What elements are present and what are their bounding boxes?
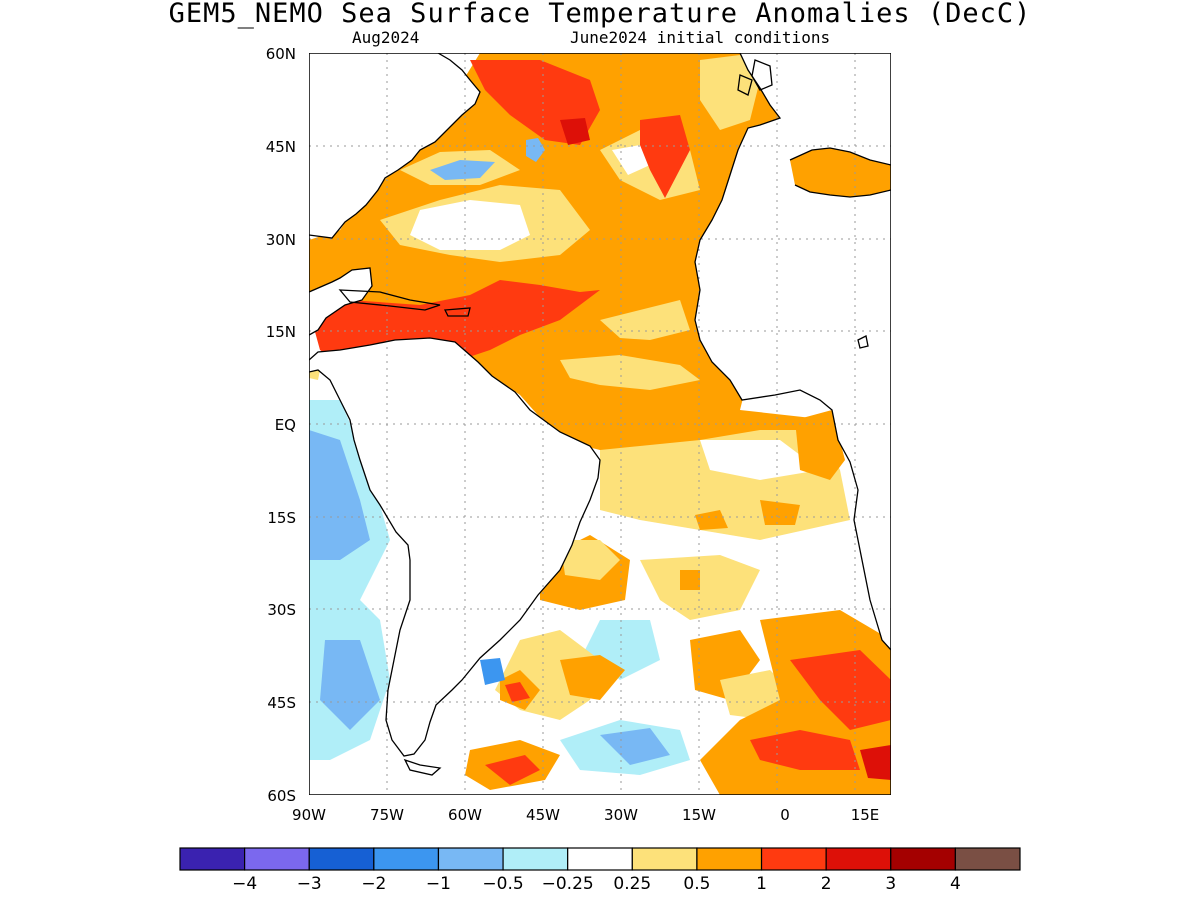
lat-label: 60S <box>267 787 296 805</box>
colorbar-swatch <box>954 847 1021 871</box>
colorbar-label: −1 <box>426 874 451 894</box>
colorbar-label: 1 <box>756 874 767 894</box>
colorbar-swatch <box>244 847 310 871</box>
lat-label: 60N <box>266 45 296 63</box>
lat-label: 45N <box>266 138 296 156</box>
colorbar-label: 3 <box>885 874 896 894</box>
colorbar-label: 0.25 <box>613 874 651 894</box>
colorbar-swatch <box>373 847 440 871</box>
colorbar-label: −2 <box>361 874 386 894</box>
lon-label: 90W <box>292 806 326 824</box>
longitude-axis: 90W 75W 60W 45W 30W 15W 0 15E <box>292 806 879 824</box>
colorbar-label: −0.5 <box>482 874 523 894</box>
colorbar-label: 0.5 <box>683 874 710 894</box>
colorbar-swatch <box>890 847 956 871</box>
lon-label: 75W <box>370 806 404 824</box>
colorbar-label: −0.25 <box>542 874 594 894</box>
lat-label: 30S <box>267 601 296 619</box>
colorbar-swatch <box>567 847 633 871</box>
map-title: GEM5_NEMO Sea Surface Temperature Anomal… <box>168 0 1032 29</box>
lat-label: 15S <box>267 509 296 527</box>
colorbar-swatch <box>696 847 763 871</box>
colorbar-label: 2 <box>821 874 832 894</box>
colorbar-swatch <box>437 847 504 871</box>
lon-label: 60W <box>448 806 482 824</box>
colorbar-label: −4 <box>232 874 257 894</box>
lon-label: 30W <box>604 806 638 824</box>
colorbar: −4 −3 −2 −1 −0.5 −0.25 0.25 0.5 1 2 3 4 <box>179 847 1021 894</box>
lat-label: EQ <box>275 416 296 434</box>
colorbar-swatch <box>631 847 698 871</box>
colorbar-swatch <box>502 847 569 871</box>
lon-label: 15W <box>682 806 716 824</box>
latitude-axis: 60N 45N 30N 15N EQ 15S 30S 45S 60S <box>266 45 296 805</box>
colorbar-label: −3 <box>297 874 322 894</box>
colorbar-swatch <box>179 847 246 871</box>
colorbar-label: 4 <box>950 874 961 894</box>
lat-label: 30N <box>266 231 296 249</box>
coastlines <box>309 53 891 776</box>
forecast-month: Aug2024 <box>352 28 420 47</box>
lon-label: 45W <box>526 806 560 824</box>
lat-label: 45S <box>267 694 296 712</box>
colorbar-swatch <box>308 847 375 871</box>
lat-label: 15N <box>266 323 296 341</box>
anomaly-field <box>309 53 891 795</box>
colorbar-swatch <box>825 847 892 871</box>
colorbar-swatch <box>760 847 827 871</box>
initial-conditions-label: June2024 initial conditions <box>570 28 831 47</box>
lon-label: 15E <box>851 806 880 824</box>
lon-label: 0 <box>780 806 790 824</box>
